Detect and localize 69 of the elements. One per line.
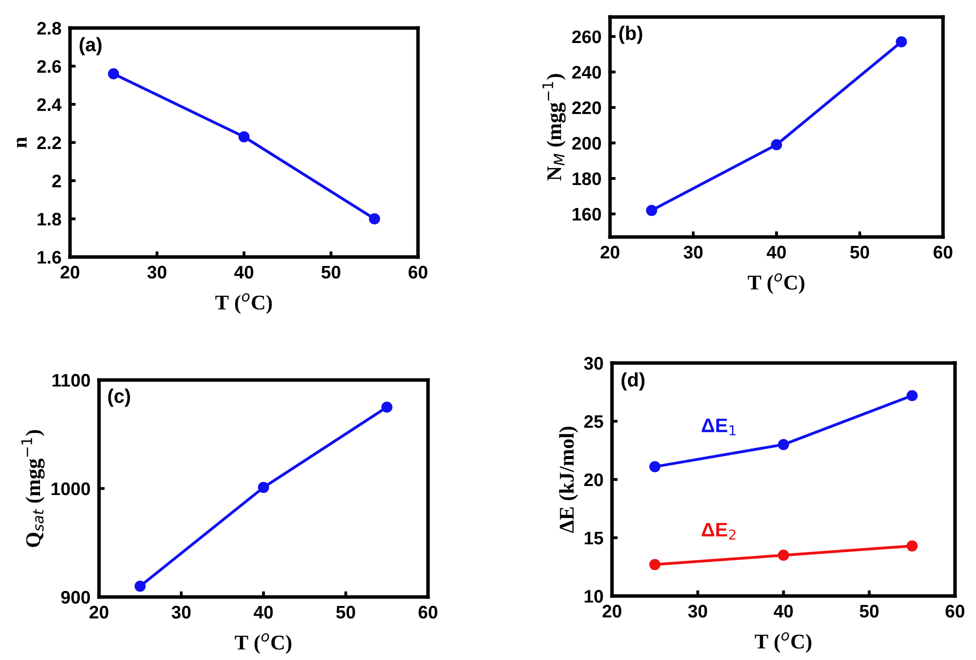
point: [896, 36, 907, 48]
x-tick-label: 20: [602, 604, 622, 618]
y-tick-label: 2: [52, 174, 61, 188]
point: [778, 550, 790, 561]
point: [906, 540, 918, 552]
y-tick-label: 2.8: [37, 22, 62, 35]
x-tick-label: 60: [408, 266, 428, 279]
y-axis-title: ΔE (kJ/mol): [559, 426, 578, 533]
annotation: (b): [619, 26, 642, 44]
x-tick-label: 20: [90, 606, 108, 619]
x-tick-label: 40: [766, 246, 786, 259]
y-axis-title: Q$_{sat}$ (mgg$^{−1}$): [21, 430, 45, 547]
annotation: (c): [108, 388, 130, 407]
y-tick-label: 1000: [52, 482, 90, 496]
x-axis-title: T ($^{o}$C): [748, 273, 804, 294]
point: [649, 558, 660, 570]
point: [646, 204, 658, 216]
y-tick-label: 30: [584, 356, 603, 370]
y-tick-label: 10: [584, 590, 603, 603]
y-tick-label: 1.8: [38, 212, 62, 226]
x-axis-title: T ($^{o}$C): [234, 633, 292, 654]
y-tick-label: 15: [584, 532, 604, 544]
x-tick-label: 30: [147, 266, 166, 279]
y-axis-title: N$_{M}$ (mgg$^{−1}$): [542, 74, 566, 181]
series-label: ΔE$_{1}$: [702, 418, 736, 436]
point: [258, 482, 270, 493]
series-label: ΔE$_{2}$: [702, 522, 736, 540]
x-tick-label: 50: [860, 604, 879, 618]
x-tick-label: 30: [172, 606, 191, 619]
y-tick-label: 20: [584, 473, 603, 486]
y-tick-label: 2.2: [37, 136, 61, 150]
x-tick-label: 50: [850, 246, 870, 259]
y-tick-label: 900: [61, 590, 90, 604]
x-tick-label: 40: [774, 604, 793, 618]
point: [381, 402, 392, 413]
x-tick-label: 40: [254, 606, 273, 619]
y-tick-label: 25: [584, 415, 604, 428]
point: [238, 131, 250, 142]
point: [649, 461, 660, 472]
y-axis-title: n: [16, 137, 27, 148]
annotation: (d): [622, 372, 644, 390]
x-tick-label: 60: [418, 606, 438, 619]
x-axis-title: T ($^{o}$C): [215, 293, 272, 314]
y-tick-label: 160: [572, 208, 601, 221]
point: [770, 139, 782, 150]
point: [368, 213, 380, 224]
annotation: (a): [80, 37, 102, 56]
y-tick-label: 220: [572, 101, 601, 114]
x-tick-label: 50: [322, 266, 340, 279]
y-tick-label: 240: [572, 66, 601, 79]
y-tick-label: 1100: [52, 374, 90, 387]
point: [134, 580, 146, 592]
x-tick-label: 30: [684, 246, 703, 259]
x-tick-label: 40: [234, 266, 254, 279]
y-tick-label: 2.4: [37, 98, 62, 111]
y-tick-label: 1.6: [38, 250, 62, 264]
x-tick-label: 60: [934, 246, 952, 259]
y-tick-label: 180: [572, 172, 601, 186]
point: [778, 438, 790, 450]
x-tick-label: 50: [336, 606, 356, 619]
x-axis-title: T ($^{o}$C): [754, 632, 812, 653]
y-tick-label: 2.6: [37, 60, 62, 73]
x-tick-label: 60: [946, 604, 964, 618]
point: [108, 68, 120, 80]
y-tick-label: 200: [572, 136, 601, 150]
point: [906, 390, 918, 402]
x-tick-label: 30: [688, 604, 708, 618]
x-tick-label: 20: [600, 246, 620, 259]
y-tick-label: 260: [572, 30, 601, 44]
